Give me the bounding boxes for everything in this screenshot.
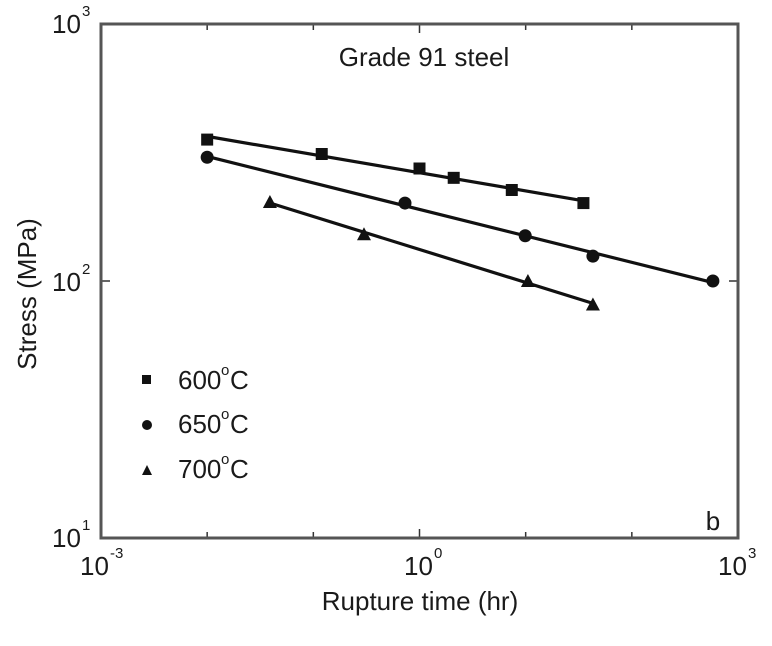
triangle-marker-icon [585,297,600,311]
y-axis-title: Stress (MPa) [12,218,42,370]
x-axis-title: Rupture time (hr) [322,586,519,616]
svg-text:C: C [230,365,249,395]
svg-text:o: o [221,362,229,379]
svg-text:600: 600 [178,365,221,395]
legend-item-700: 700 o C [142,451,249,484]
x-tick-label-1000: 10 3 [718,545,756,581]
svg-text:3: 3 [748,545,756,562]
circle-marker-icon [398,196,412,210]
chart-title: Grade 91 steel [339,42,510,72]
y-tick-label-1000: 10 3 [52,3,90,39]
square-marker-icon [505,183,518,196]
svg-text:o: o [221,406,229,423]
circle-marker-icon [200,150,214,164]
square-marker-icon [413,162,426,175]
circle-marker-icon [586,249,600,263]
svg-text:650: 650 [178,409,221,439]
svg-text:C: C [230,409,249,439]
svg-text:-3: -3 [110,545,123,562]
circle-marker-icon [706,274,720,288]
square-marker-icon [577,197,590,210]
svg-text:o: o [221,451,229,468]
triangle-marker-icon [520,274,535,287]
square-marker-icon [447,171,460,184]
triangle-marker-icon [356,227,371,241]
plot-frame [99,22,740,540]
y-tick-label-10: 10 1 [52,517,90,553]
fit-line [205,154,715,285]
x-tick-label-0.001: 10 -3 [80,545,123,581]
svg-text:1: 1 [82,517,90,534]
y-tick-label-100: 10 2 [52,261,90,297]
svg-text:10: 10 [80,551,109,581]
square-marker-icon [142,375,151,384]
legend: 600 o C 650 o C 700 o C [142,362,249,484]
series-650 [200,150,720,288]
circle-marker-icon [142,420,152,430]
x-tick-label-1: 10 0 [404,545,442,581]
svg-text:10: 10 [52,523,81,553]
svg-text:2: 2 [82,261,90,278]
svg-text:700: 700 [178,454,221,484]
fit-line [205,134,586,203]
triangle-marker-icon [262,194,277,208]
svg-text:0: 0 [434,545,442,562]
svg-text:10: 10 [718,551,747,581]
svg-text:10: 10 [52,9,81,39]
circle-marker-icon [518,229,532,243]
square-marker-icon [201,133,214,146]
panel-label: b [706,506,720,536]
fit-line [268,201,595,305]
svg-text:C: C [230,454,249,484]
svg-text:10: 10 [404,551,433,581]
series-700 [262,194,600,311]
series-600 [201,133,590,210]
legend-item-650: 650 o C [142,406,249,439]
legend-item-600: 600 o C [142,362,249,395]
data-series [200,133,720,311]
square-marker-icon [315,148,328,161]
svg-text:10: 10 [52,267,81,297]
triangle-marker-icon [142,465,152,475]
svg-text:3: 3 [82,3,90,20]
